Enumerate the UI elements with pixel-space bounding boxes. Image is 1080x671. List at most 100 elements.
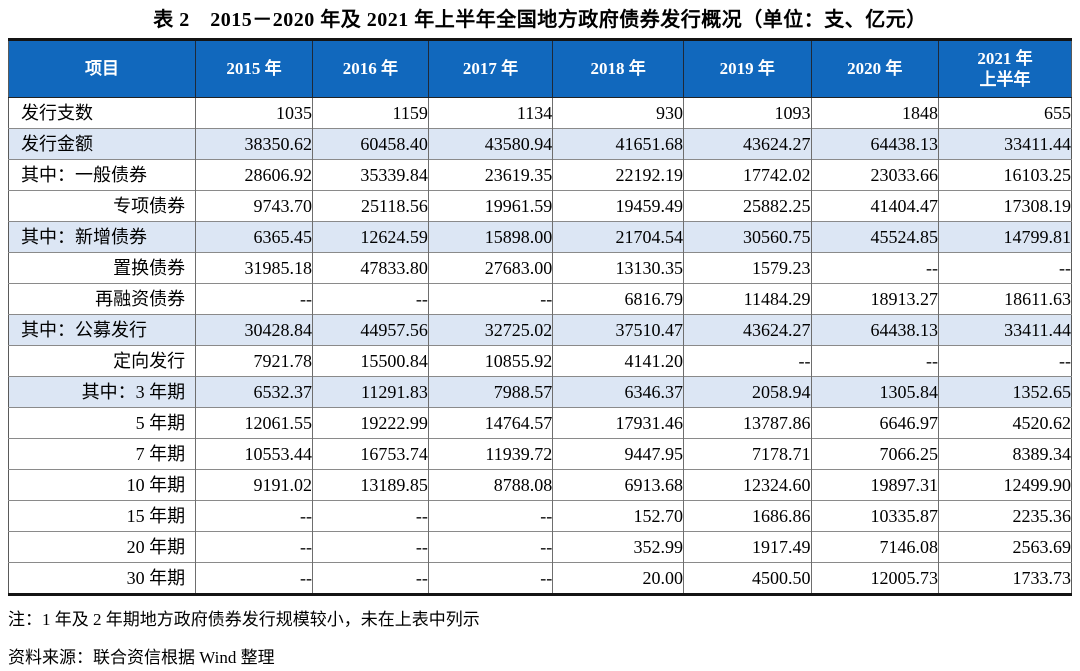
value-cell: 2058.94 — [682, 376, 811, 408]
value-cell: 20.00 — [552, 562, 684, 595]
value-cell: 44957.56 — [312, 314, 429, 346]
row-label: 其中：公募发行 — [8, 314, 196, 346]
table-row: 发行金额 38350.62 60458.40 43580.94 41651.68 4362… — [8, 128, 1072, 160]
value-cell: 43624.27 — [682, 128, 811, 160]
value-cell: 7178.71 — [682, 438, 811, 470]
value-cell: 6532.37 — [195, 376, 313, 408]
value-cell: 930 — [552, 97, 684, 129]
value-cell: 43580.94 — [427, 128, 553, 160]
value-cell: 60458.40 — [312, 128, 429, 160]
value-cell: 30428.84 — [195, 314, 313, 346]
table-row: 其中：公募发行 30428.84 44957.56 32725.02 37510.47 4… — [8, 314, 1072, 346]
table-row: 7 年期 10553.44 16753.74 11939.72 9447.95 7178.… — [8, 438, 1072, 470]
value-cell: 19222.99 — [312, 407, 429, 439]
column-header-2019: 2019 年 — [682, 39, 811, 98]
value-cell: 1134 — [427, 97, 553, 129]
table-header: 项目 2015 年 2016 年 2017 年 2018 年 2019 年 20… — [8, 39, 1072, 98]
value-cell: 10335.87 — [810, 500, 939, 532]
column-header-2015: 2015 年 — [195, 39, 313, 98]
value-cell: 7921.78 — [195, 345, 313, 377]
value-cell: 6646.97 — [810, 407, 939, 439]
value-cell: 22192.19 — [552, 159, 684, 191]
row-label: 10 年期 — [8, 469, 196, 501]
value-cell: 1686.86 — [682, 500, 811, 532]
value-cell: 13130.35 — [552, 252, 684, 284]
table-title: 表 2 2015－2020 年及 2021 年上半年全国地方政府债券发行概况（单… — [153, 9, 927, 31]
value-cell: -- — [810, 252, 939, 284]
value-cell: 7988.57 — [427, 376, 553, 408]
value-cell: 15898.00 — [427, 221, 553, 253]
value-cell: -- — [312, 500, 429, 532]
value-cell: 9743.70 — [195, 190, 313, 222]
row-label: 15 年期 — [8, 500, 196, 532]
value-cell: 11939.72 — [427, 438, 553, 470]
data-source: 资料来源：联合资信根据 Wind 整理 — [8, 648, 275, 667]
value-cell: 8389.34 — [938, 438, 1072, 470]
value-cell: -- — [427, 531, 553, 563]
value-cell: 12005.73 — [810, 562, 939, 595]
table-row: 其中：新增债券 6365.45 12624.59 15898.00 21704.54 30… — [8, 221, 1072, 253]
value-cell: 10855.92 — [427, 345, 553, 377]
value-cell: 37510.47 — [552, 314, 684, 346]
value-cell: 23619.35 — [427, 159, 553, 191]
value-cell: 15500.84 — [312, 345, 429, 377]
value-cell: 13189.85 — [312, 469, 429, 501]
value-cell: 35339.84 — [312, 159, 429, 191]
value-cell: 23033.66 — [810, 159, 939, 191]
value-cell: 19897.31 — [810, 469, 939, 501]
value-cell: -- — [312, 531, 429, 563]
value-cell: 11484.29 — [682, 283, 811, 315]
value-cell: -- — [427, 562, 553, 595]
column-header-2017: 2017 年 — [427, 39, 553, 98]
value-cell: 1917.49 — [682, 531, 811, 563]
value-cell: 1159 — [312, 97, 429, 129]
table-body: 发行支数 1035 1159 1134 930 1093 1848 655 发行金额 38350.… — [8, 97, 1072, 595]
footnote: 注：1 年及 2 年期地方政府债券发行规模较小，未在上表中列示 — [8, 610, 480, 629]
value-cell: 1035 — [195, 97, 313, 129]
value-cell: 17308.19 — [938, 190, 1072, 222]
value-cell: 9191.02 — [195, 469, 313, 501]
value-cell: 1305.84 — [810, 376, 939, 408]
header-row: 项目 2015 年 2016 年 2017 年 2018 年 2019 年 20… — [8, 39, 1072, 98]
row-label: 发行支数 — [8, 97, 196, 129]
value-cell: 6346.37 — [552, 376, 684, 408]
value-cell: 28606.92 — [195, 159, 313, 191]
value-cell: 655 — [938, 97, 1072, 129]
table-row: 再融资债券 -- -- -- 6816.79 11484.29 18913.27 18611.… — [8, 283, 1072, 315]
row-label: 定向发行 — [8, 345, 196, 377]
row-label: 30 年期 — [8, 562, 196, 595]
value-cell: 32725.02 — [427, 314, 553, 346]
value-cell: 7066.25 — [810, 438, 939, 470]
value-cell: -- — [195, 531, 313, 563]
value-cell: 1579.23 — [682, 252, 811, 284]
value-cell: -- — [195, 500, 313, 532]
value-cell: 25882.25 — [682, 190, 811, 222]
value-cell: 18913.27 — [810, 283, 939, 315]
value-cell: 4520.62 — [938, 407, 1072, 439]
value-cell: 16103.25 — [938, 159, 1072, 191]
row-label: 7 年期 — [8, 438, 196, 470]
value-cell: 38350.62 — [195, 128, 313, 160]
table-row: 其中：一般债券 28606.92 35339.84 23619.35 22192.19 1… — [8, 159, 1072, 191]
value-cell: 18611.63 — [938, 283, 1072, 315]
value-cell: 27683.00 — [427, 252, 553, 284]
value-cell: 1848 — [810, 97, 939, 129]
value-cell: 64438.13 — [810, 128, 939, 160]
value-cell: 6913.68 — [552, 469, 684, 501]
row-label: 其中：3 年期 — [8, 376, 196, 408]
value-cell: 19459.49 — [552, 190, 684, 222]
column-header-2020: 2020 年 — [810, 39, 939, 98]
table-row: 发行支数 1035 1159 1134 930 1093 1848 655 — [8, 97, 1072, 129]
value-cell: 64438.13 — [810, 314, 939, 346]
value-cell: 47833.80 — [312, 252, 429, 284]
value-cell: 14799.81 — [938, 221, 1072, 253]
value-cell: 17931.46 — [552, 407, 684, 439]
value-cell: -- — [195, 283, 313, 315]
row-label: 专项债券 — [8, 190, 196, 222]
value-cell: -- — [682, 345, 811, 377]
value-cell: 41651.68 — [552, 128, 684, 160]
value-cell: 43624.27 — [682, 314, 811, 346]
value-cell: 4141.20 — [552, 345, 684, 377]
value-cell: -- — [938, 345, 1072, 377]
value-cell: 41404.47 — [810, 190, 939, 222]
